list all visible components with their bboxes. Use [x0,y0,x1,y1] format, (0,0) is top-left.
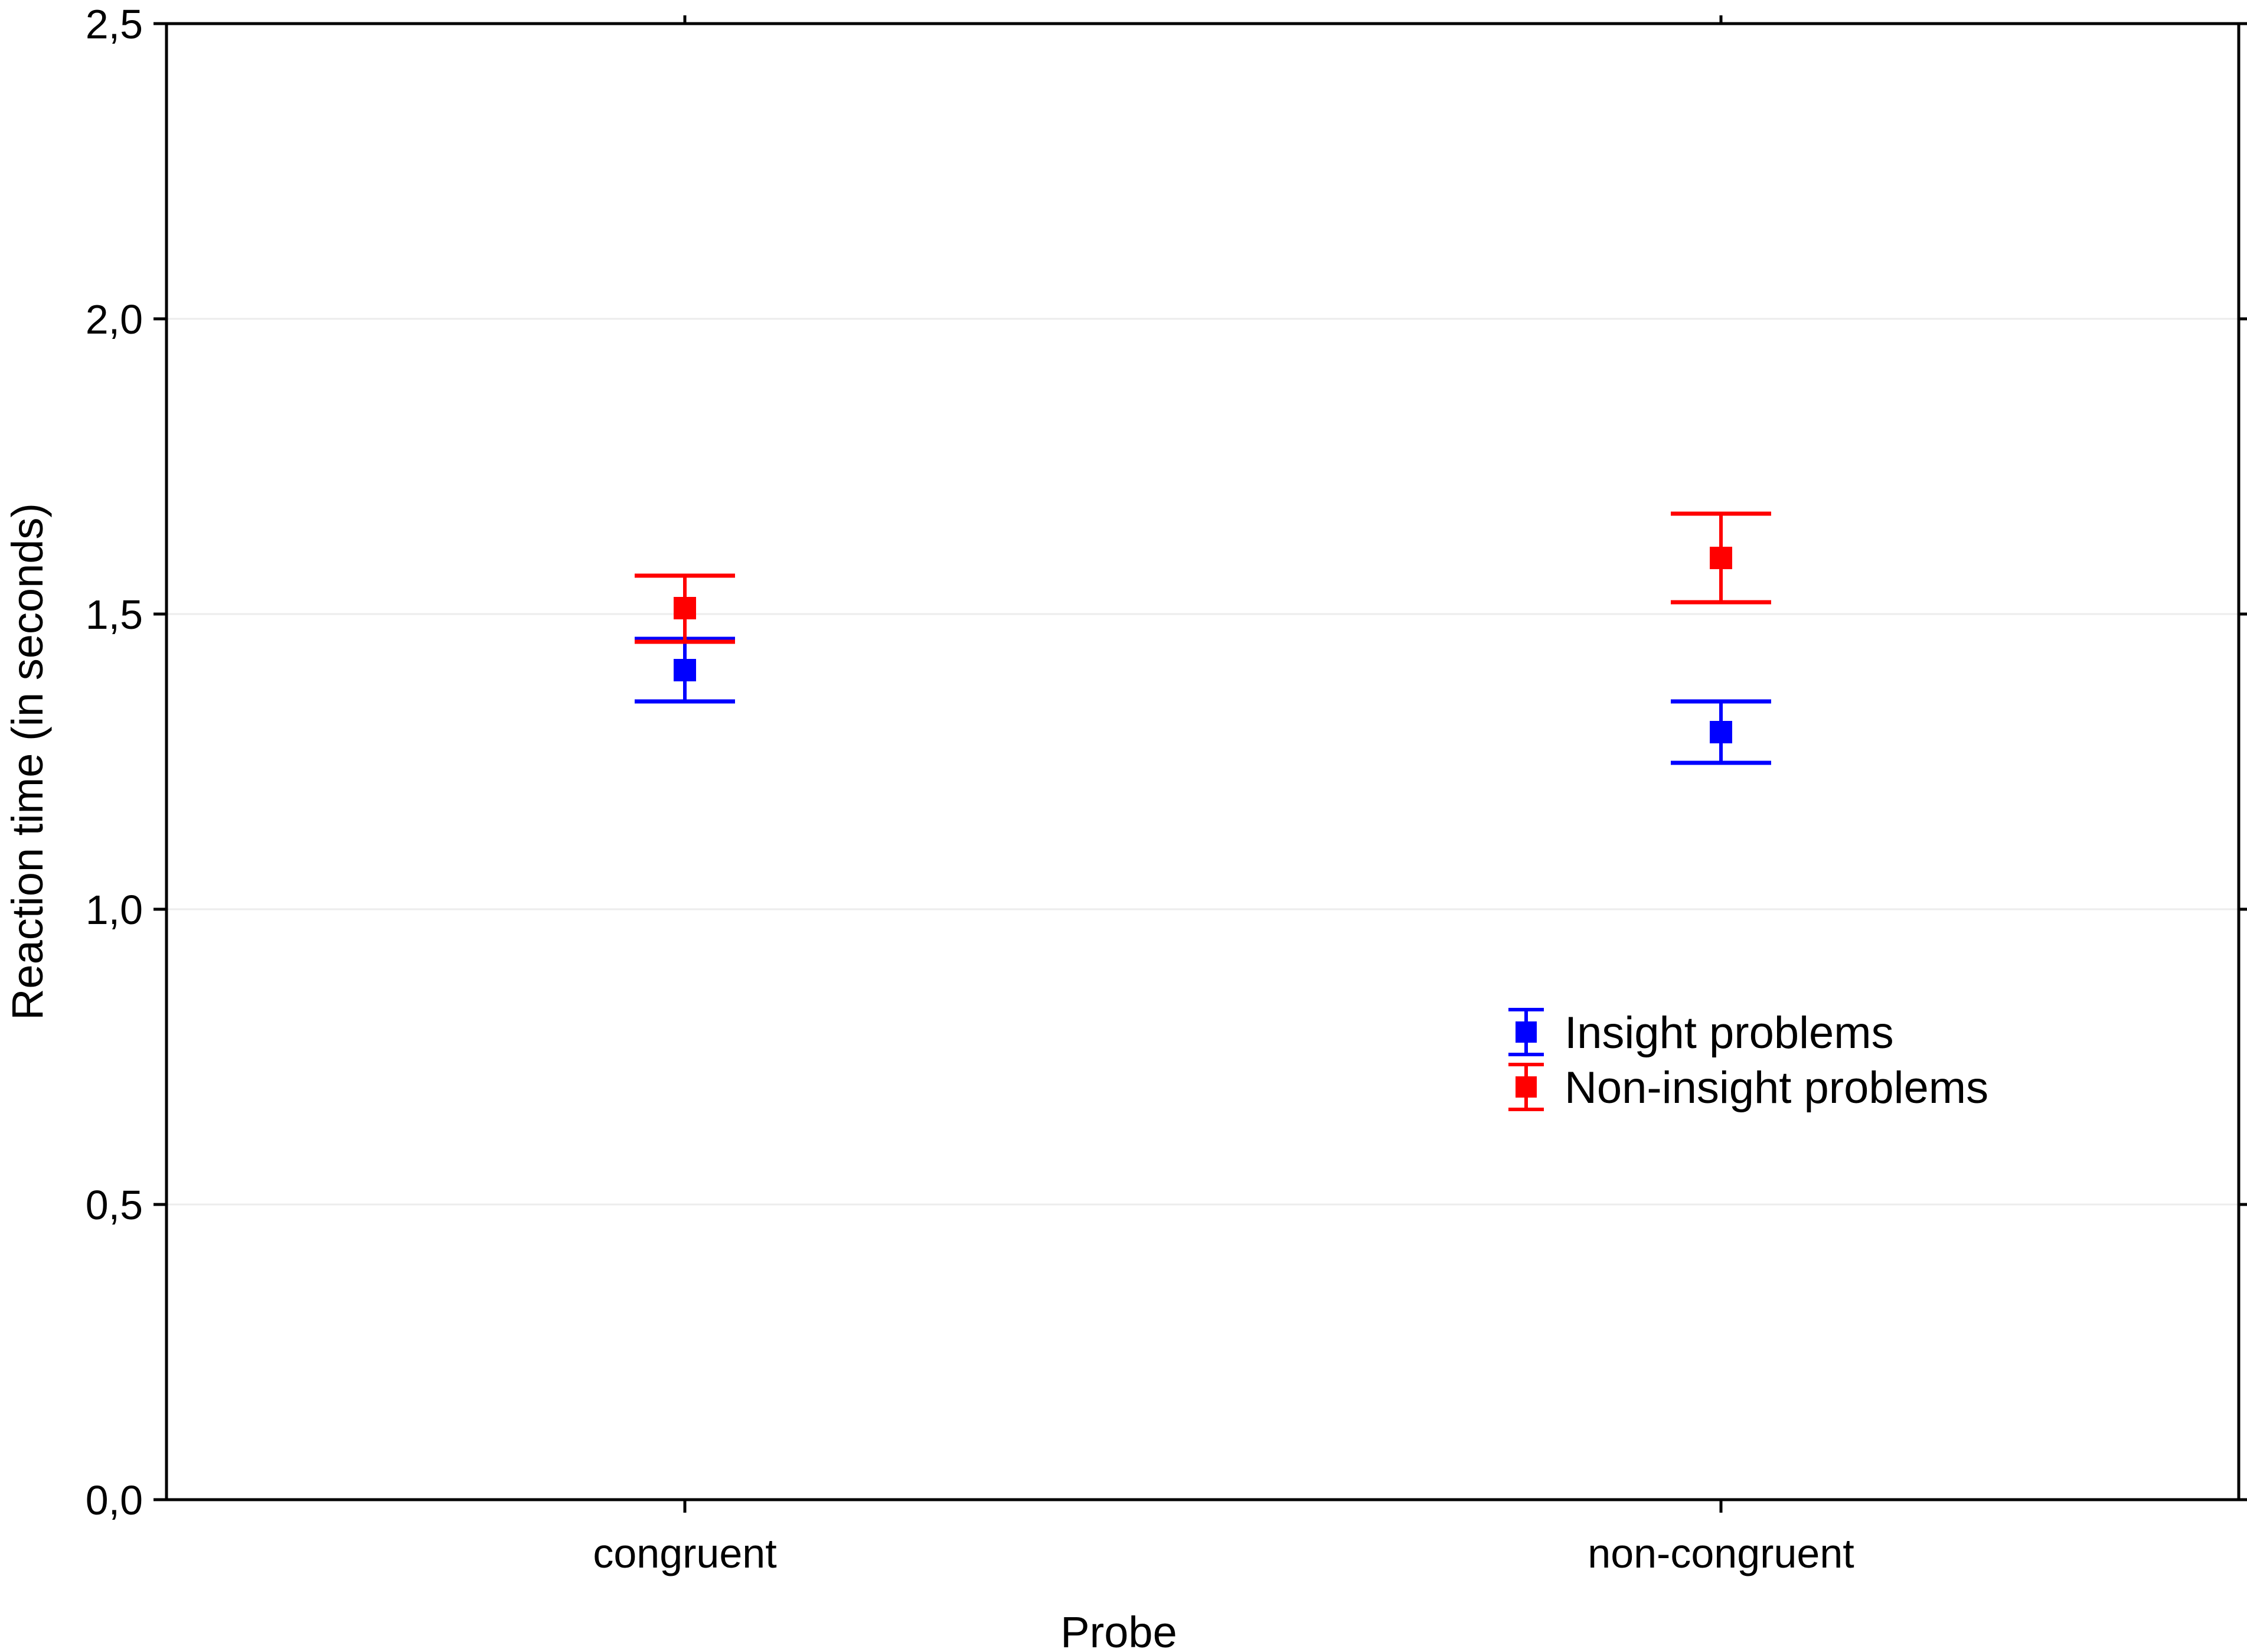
legend-label: Non-insight problems [1565,1063,1988,1113]
y-tick-label: 0,0 [86,1477,143,1523]
legend-label: Insight problems [1565,1008,1894,1058]
y-tick-label: 0,5 [86,1182,143,1228]
y-tick-label: 1,5 [86,592,143,638]
x-axis-title: Probe [1060,1608,1177,1652]
y-tick-label: 2,0 [86,296,143,342]
series-0 [635,636,1771,765]
data-point [674,659,696,681]
y-tick-label: 1,0 [86,887,143,933]
y-tick-label: 2,5 [86,1,143,47]
data-series [635,511,1771,765]
data-point [1710,721,1732,743]
data-point [1710,547,1732,569]
legend-marker [1516,1076,1537,1098]
plot-area [165,22,2241,1501]
grid-lines [166,318,2239,1206]
axis-ticks: 0,0 0,5 1,0 1,5 2,0 2,5 congruent non-congruent [86,1,2247,1576]
legend-item-1: Non-insight problems [1508,1063,1988,1113]
data-point [674,597,696,619]
y-axis-title: Reaction time (in seconds) [3,503,52,1020]
series-1 [635,511,1771,644]
x-tick-label: congruent [593,1530,776,1576]
x-tick-label: non-congruent [1588,1530,1854,1576]
legend-marker [1516,1021,1537,1043]
legend-item-0: Insight problems [1508,1008,1894,1058]
